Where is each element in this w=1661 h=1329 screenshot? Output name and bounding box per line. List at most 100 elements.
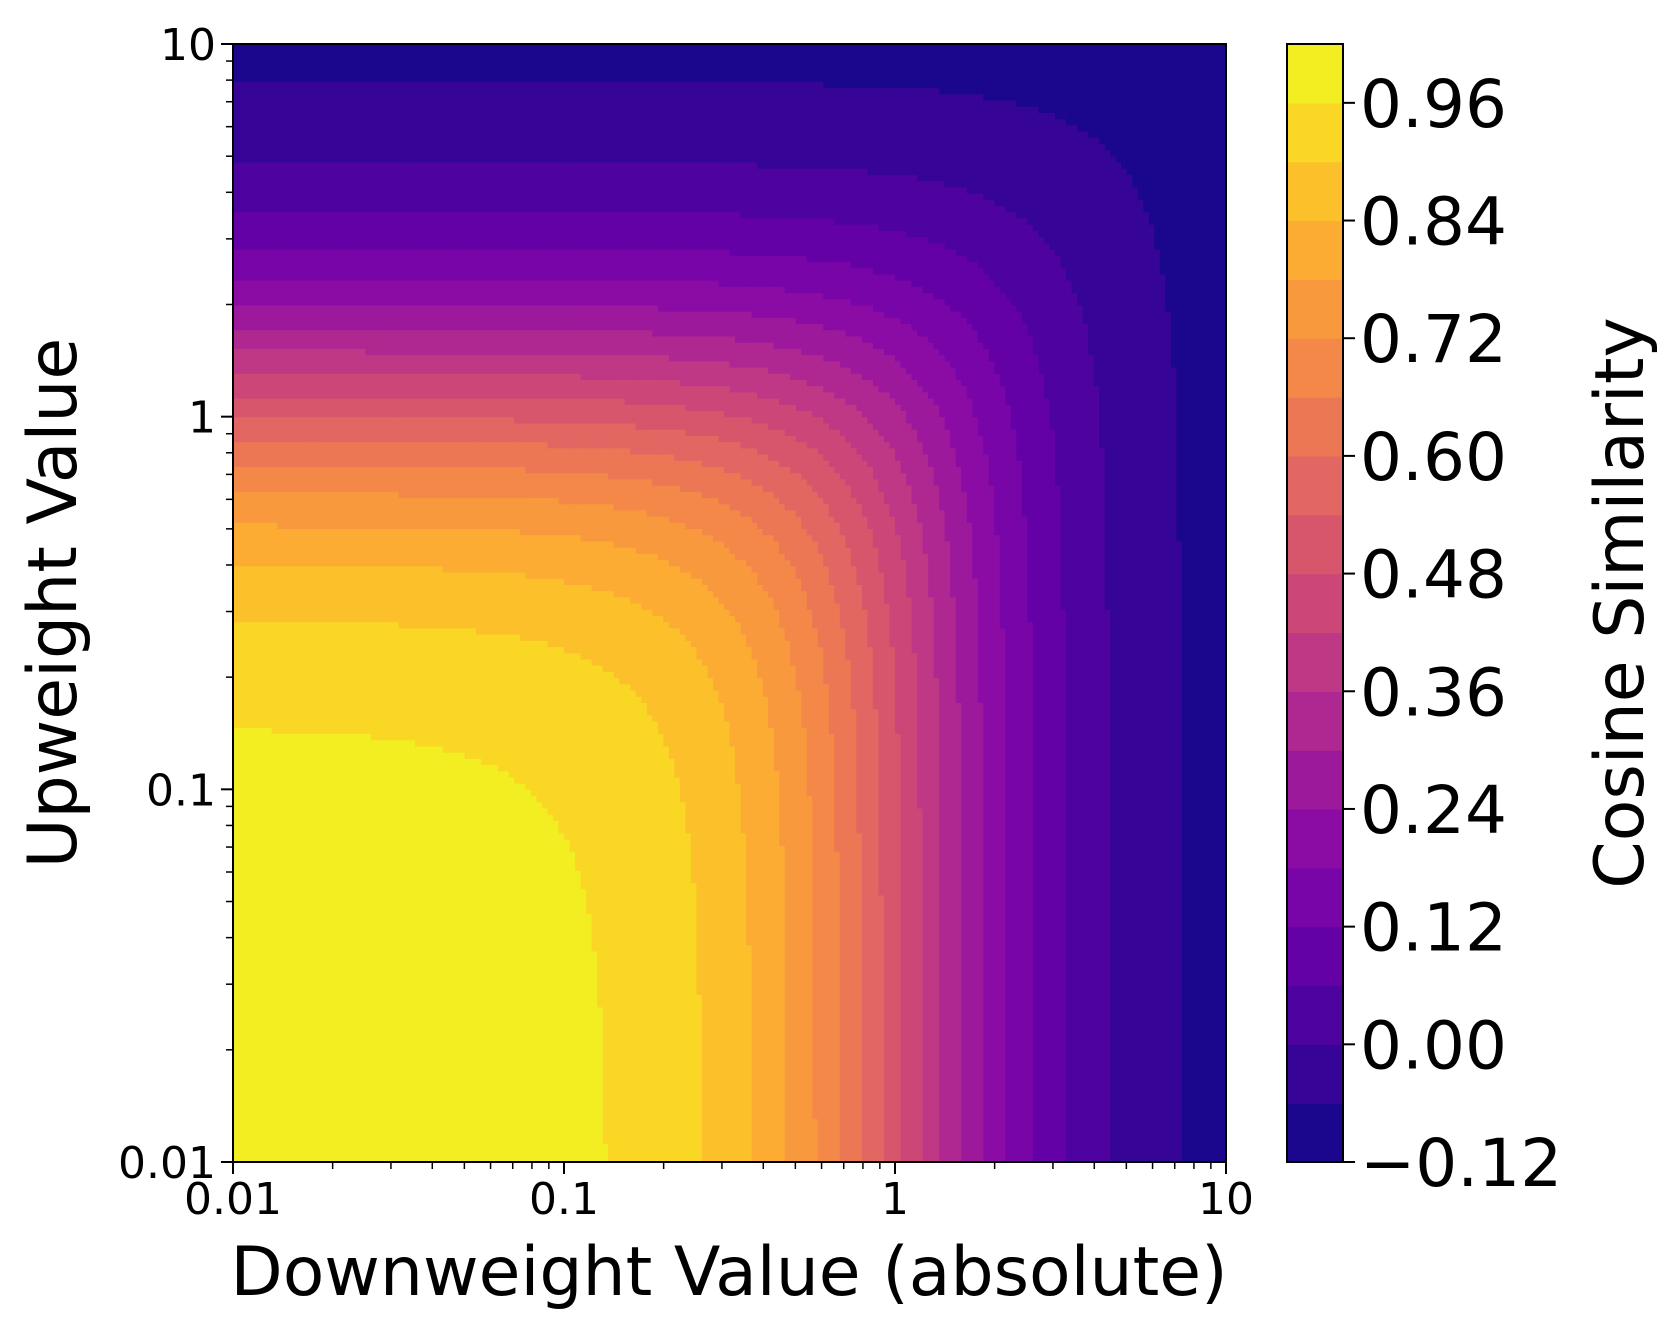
contour-cell <box>519 534 526 573</box>
contour-cell <box>845 547 852 660</box>
contour-cell <box>613 398 620 424</box>
contour-cell <box>558 398 565 424</box>
contour-cell <box>409 416 416 443</box>
contour-cell <box>779 81 786 169</box>
contour-cell <box>602 540 609 592</box>
contour-cell <box>757 168 764 219</box>
contour-cell <box>359 466 366 492</box>
contour-cell <box>492 441 499 467</box>
contour-cell <box>481 354 488 374</box>
contour-cell <box>707 534 714 592</box>
contour-cell <box>580 81 587 163</box>
contour-cell <box>762 422 769 455</box>
contour-cell <box>481 764 488 1163</box>
contour-cell <box>839 478 846 536</box>
contour-cell <box>409 497 416 530</box>
contour-cell <box>994 373 1001 536</box>
contour-cell <box>503 81 510 163</box>
contour-cell <box>470 497 477 530</box>
contour-cell <box>928 398 935 467</box>
contour-cell <box>470 81 477 163</box>
contour-cell <box>409 528 416 567</box>
contour-cell <box>321 373 328 399</box>
contour-cell <box>431 211 438 250</box>
contour-cell <box>1027 44 1034 107</box>
contour-cell <box>503 248 510 281</box>
contour-cell <box>591 472 598 505</box>
contour-cell <box>972 193 979 262</box>
contour-cell <box>376 280 383 306</box>
contour-cell <box>586 422 593 449</box>
contour-cell <box>712 689 720 1163</box>
contour-cell <box>740 44 747 82</box>
contour-cell <box>823 298 830 331</box>
contour-cell <box>812 416 819 449</box>
contour-cell <box>431 373 438 399</box>
contour-cell <box>359 491 366 530</box>
contour-cell <box>569 211 576 250</box>
contour-cell <box>304 416 311 443</box>
contour-cell <box>381 81 389 163</box>
contour-cell <box>404 329 411 356</box>
colorbar-segment <box>1287 220 1343 280</box>
contour-cell <box>823 87 830 169</box>
contour-cell <box>470 571 477 629</box>
contour-cell <box>492 398 499 418</box>
contour-cell <box>784 217 791 256</box>
colorbar-label: Cosine Similarity <box>1581 317 1660 888</box>
contour-cell <box>746 944 753 1163</box>
contour-cell <box>442 416 449 443</box>
contour-cell <box>459 304 466 331</box>
colorbar-segment <box>1287 985 1343 1045</box>
contour-cell <box>260 44 267 82</box>
contour-cell <box>723 416 731 443</box>
contour-cell <box>321 44 328 82</box>
contour-cell <box>597 304 604 331</box>
contour-cell <box>326 304 333 331</box>
contour-cell <box>707 410 714 436</box>
contour-cell <box>233 44 240 82</box>
contour-cell <box>415 398 422 418</box>
contour-cell <box>492 764 499 1163</box>
contour-cell <box>365 280 372 306</box>
contour-cell <box>530 640 538 797</box>
contour-cell <box>255 565 262 623</box>
contour-cell <box>547 497 554 536</box>
contour-cell <box>812 385 819 418</box>
contour-cell <box>376 248 383 281</box>
contour-cell <box>652 81 659 163</box>
contour-cell <box>1093 137 1100 387</box>
contour-cell <box>883 441 891 505</box>
contour-cell <box>315 466 322 492</box>
contour-cell <box>282 373 289 399</box>
contour-cell <box>404 565 411 629</box>
contour-cell <box>376 491 383 530</box>
contour-cell <box>668 280 675 312</box>
contour-cell <box>674 311 681 337</box>
contour-cell <box>608 354 615 380</box>
contour-cell <box>690 211 697 250</box>
contour-cell <box>238 491 245 523</box>
contour-cell <box>641 478 648 511</box>
contour-cell <box>867 646 874 1163</box>
contour-cell <box>337 248 344 281</box>
contour-cell <box>867 87 874 176</box>
colorbar-segment <box>1287 514 1343 575</box>
contour-cell <box>442 466 449 499</box>
contour-cell <box>679 248 686 281</box>
contour-cell <box>558 44 565 82</box>
contour-cell <box>299 304 306 331</box>
contour-cell <box>624 683 631 1163</box>
contour-cell <box>376 441 383 467</box>
contour-cell <box>376 211 383 250</box>
contour-cell <box>1027 621 1034 1163</box>
contour-cell <box>459 497 466 530</box>
contour-cell <box>486 280 493 306</box>
contour-cell <box>249 565 256 623</box>
contour-cell <box>999 99 1006 207</box>
contour-cell <box>933 348 940 405</box>
contour-cell <box>718 466 725 505</box>
contour-cell <box>674 335 681 362</box>
contour-cell <box>850 87 857 169</box>
contour-cell <box>354 211 361 250</box>
